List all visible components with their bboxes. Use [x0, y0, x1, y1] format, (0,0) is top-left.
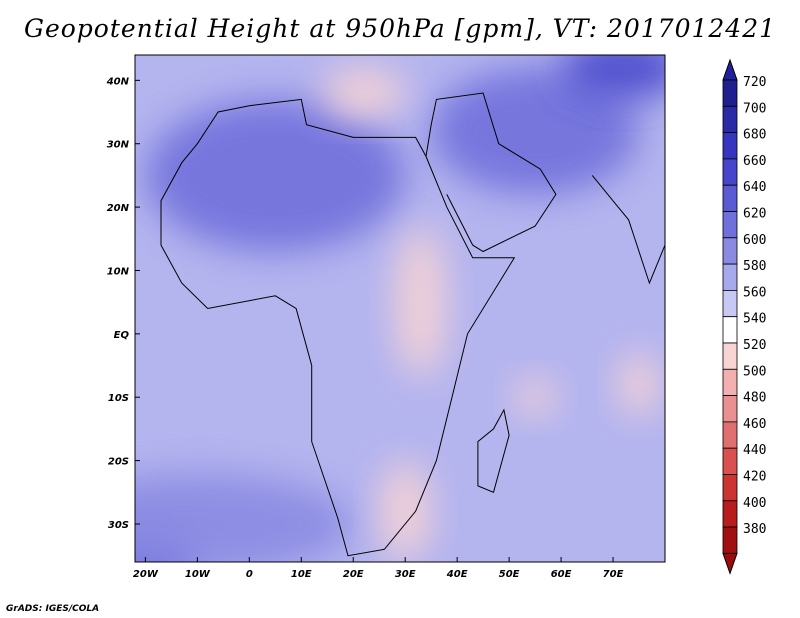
lat-label-20n: 20N — [107, 203, 130, 214]
longitude-axis: 20W 10W 0 10E 20E 30E 40E 50E 60E 70E — [133, 557, 624, 580]
colorbar-swatch-600 — [722, 237, 738, 265]
colorbar-label-660: 660 — [743, 154, 766, 169]
india-coastline — [591, 175, 665, 285]
colorbar-label-440: 440 — [743, 443, 766, 458]
colorbar-label-460: 460 — [743, 417, 766, 432]
colorbar-label-640: 640 — [743, 180, 766, 195]
colorbar-label-700: 700 — [743, 101, 766, 116]
colorbar-swatch-620 — [722, 211, 738, 239]
colorbar-swatch-380 — [722, 526, 738, 554]
colorbar-label-540: 540 — [743, 312, 766, 327]
lon-label-30e: 30E — [395, 569, 416, 580]
lat-label-30s: 30S — [108, 520, 129, 531]
lat-label-eq: EQ — [114, 330, 130, 341]
colorbar-top-arrow — [722, 58, 738, 81]
colorbar-swatch-680 — [722, 132, 738, 160]
lat-label-10n: 10N — [107, 266, 130, 277]
latitude-axis: 40N 30N 20N 10N EQ 10S 20S 30S — [106, 76, 140, 531]
field-south-atlantic-band — [135, 473, 354, 562]
lat-label-30n: 30N — [107, 140, 130, 151]
field-arabia-high — [431, 67, 640, 195]
lon-label-0: 0 — [246, 569, 253, 580]
field-mediterranean-low — [322, 67, 406, 119]
colorbar: 720 700 680 660 640 620 600 580 560 540 520 500 480 4… — [722, 58, 766, 575]
colorbar-label-600: 600 — [743, 233, 766, 248]
colorbar-swatch-540 — [722, 316, 738, 344]
field-north-africa-high — [145, 99, 406, 252]
colorbar-bottom-arrow — [722, 552, 738, 575]
colorbar-swatch-420 — [722, 474, 738, 502]
map-frame — [134, 54, 666, 563]
colorbar-label-480: 480 — [743, 391, 766, 406]
lon-label-70e: 70E — [603, 569, 624, 580]
lon-label-40e: 40E — [446, 569, 468, 580]
colorbar-label-500: 500 — [743, 364, 766, 379]
lon-label-50e: 50E — [499, 569, 520, 580]
lon-label-10e: 10E — [291, 569, 312, 580]
grads-credit: GrADS: IGES/COLA — [6, 604, 100, 614]
africa-coastline — [160, 98, 516, 557]
colorbar-swatch-460 — [722, 421, 738, 449]
field-southern-africa-low — [379, 460, 432, 562]
colorbar-label-520: 520 — [743, 338, 766, 353]
colorbar-label-720: 720 — [743, 75, 766, 90]
colorbar-swatch-660 — [722, 158, 738, 186]
lon-label-20e: 20E — [343, 569, 364, 580]
coastlines — [160, 92, 665, 557]
field-central-asia-high — [561, 55, 665, 100]
field-far-east-low — [618, 352, 660, 417]
colorbar-swatch-580 — [722, 263, 738, 291]
colorbar-label-400: 400 — [743, 496, 766, 511]
lon-label-10w: 10W — [185, 569, 211, 580]
colorbar-label-560: 560 — [743, 285, 766, 300]
lat-label-10s: 10S — [108, 393, 129, 404]
lat-label-20s: 20S — [108, 457, 129, 468]
colorbar-label-380: 380 — [743, 522, 766, 537]
colorbar-swatch-560 — [722, 289, 738, 318]
field-indian-ocean-low — [514, 378, 556, 417]
lon-label-60e: 60E — [551, 569, 572, 580]
colorbar-label-420: 420 — [743, 470, 766, 485]
colorbar-swatch-480 — [722, 395, 738, 423]
madagascar-coastline — [477, 408, 510, 493]
arabia-coastline — [425, 92, 557, 253]
field-east-africa-low — [394, 226, 447, 379]
colorbar-swatch-400 — [722, 500, 738, 528]
lat-label-40n: 40N — [106, 76, 130, 87]
colorbar-label-620: 620 — [743, 207, 766, 222]
lon-label-20w: 20W — [133, 569, 159, 580]
colorbar-label-680: 680 — [743, 128, 766, 143]
colorbar-swatch-640 — [722, 184, 738, 212]
height-field — [135, 55, 665, 562]
colorbar-swatch-500 — [722, 368, 738, 396]
colorbar-swatch-700 — [722, 105, 738, 134]
colorbar-label-580: 580 — [743, 259, 766, 274]
colorbar-swatch-440 — [722, 447, 738, 475]
colorbar-swatch-520 — [722, 342, 738, 370]
colorbar-swatch-720 — [722, 79, 738, 107]
chart-title: Geopotential Height at 950hPa [gpm], VT:… — [23, 14, 777, 43]
